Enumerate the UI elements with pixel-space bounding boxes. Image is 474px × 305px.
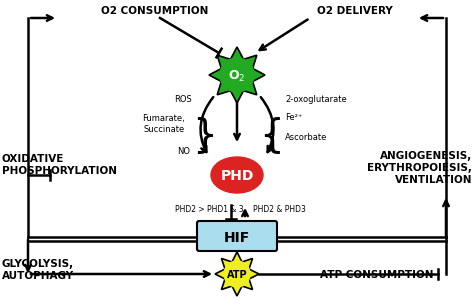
Text: 2-oxoglutarate: 2-oxoglutarate <box>285 95 347 105</box>
Text: PHD: PHD <box>220 169 254 183</box>
FancyBboxPatch shape <box>197 221 277 251</box>
Text: }: } <box>192 116 218 154</box>
Text: HIF: HIF <box>224 231 250 245</box>
Text: Ascorbate: Ascorbate <box>285 134 328 142</box>
Text: ATP CONSUMPTION: ATP CONSUMPTION <box>320 270 434 280</box>
Text: O2 CONSUMPTION: O2 CONSUMPTION <box>101 6 209 16</box>
Text: O2 DELIVERY: O2 DELIVERY <box>317 6 393 16</box>
Text: O$_2$: O$_2$ <box>228 68 246 84</box>
Text: ANGIOGENESIS,
ERYTHROPOIESIS,
VENTILATION: ANGIOGENESIS, ERYTHROPOIESIS, VENTILATIO… <box>367 151 472 185</box>
Polygon shape <box>215 252 259 296</box>
Text: ROS: ROS <box>174 95 192 105</box>
Circle shape <box>224 261 250 287</box>
Polygon shape <box>209 47 265 103</box>
Ellipse shape <box>211 157 263 193</box>
Text: Fe²⁺: Fe²⁺ <box>285 113 302 123</box>
Circle shape <box>220 58 254 92</box>
Text: PHD2 > PHD1 & 3: PHD2 > PHD1 & 3 <box>175 206 243 214</box>
Text: PHD2 & PHD3: PHD2 & PHD3 <box>253 206 305 214</box>
Text: GLYCOLYSIS,
AUTOPHAGY: GLYCOLYSIS, AUTOPHAGY <box>2 259 74 281</box>
Text: {: { <box>260 116 284 154</box>
Text: OXIDATIVE
PHOSPHORYLATION: OXIDATIVE PHOSPHORYLATION <box>2 154 117 176</box>
Text: ATP: ATP <box>227 270 247 280</box>
Text: Succinate: Succinate <box>144 125 185 135</box>
Text: Fumarate,: Fumarate, <box>142 113 185 123</box>
Text: NO: NO <box>177 148 190 156</box>
